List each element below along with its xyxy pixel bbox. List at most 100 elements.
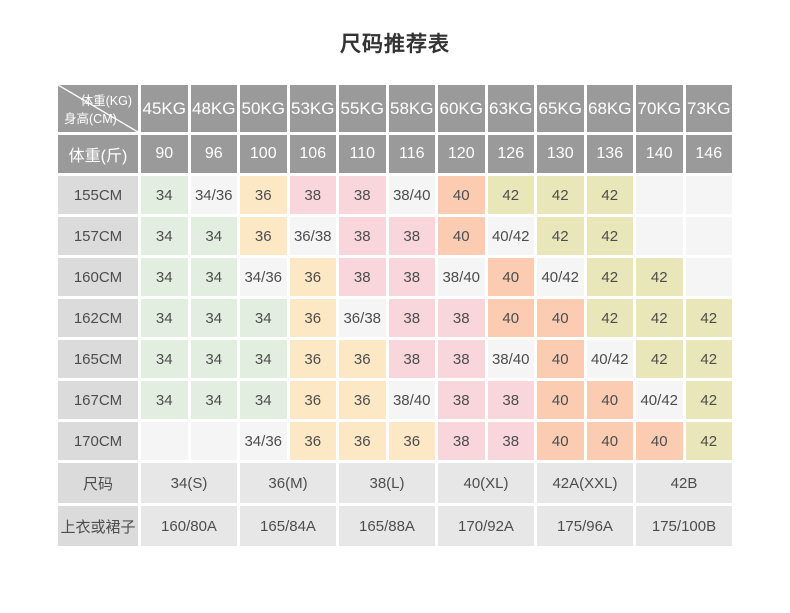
size-value-cell: 36 xyxy=(289,258,336,296)
corner-cell: 体重(KG) 身高(CM) xyxy=(58,85,138,132)
size-value-cell: 34 xyxy=(141,217,188,255)
size-value-cell: 40 xyxy=(438,176,485,214)
size-value-cell: 42 xyxy=(685,381,732,419)
weight-kg-header-cell: 45KG xyxy=(141,85,188,132)
garment-spec-cell: 165/84A xyxy=(240,506,336,546)
weight-jin-value-cell: 126 xyxy=(487,135,534,173)
weight-jin-value-cell: 146 xyxy=(685,135,732,173)
size-value-cell: 38 xyxy=(438,340,485,378)
height-row-165cm: 165CM 34 34 34 36 36 38 38 38/40 40 40/42 42 42 xyxy=(58,340,732,378)
size-value-cell: 34 xyxy=(190,381,237,419)
size-value-cell: 38 xyxy=(487,422,534,460)
size-value-cell: 36 xyxy=(289,340,336,378)
height-label-cell: 155CM xyxy=(58,176,138,214)
weight-jin-value-cell: 100 xyxy=(240,135,287,173)
size-value-cell: 36 xyxy=(289,381,336,419)
weight-kg-header-cell: 55KG xyxy=(339,85,386,132)
size-chart-table: 体重(KG) 身高(CM) 45KG 48KG 50KG 53KG 55KG 58KG 60KG… xyxy=(55,82,735,549)
size-value-cell xyxy=(685,258,732,296)
size-value-cell: 42 xyxy=(636,258,683,296)
size-value-cell: 34 xyxy=(190,340,237,378)
size-value-cell: 34 xyxy=(141,340,188,378)
corner-height-label: 身高(CM) xyxy=(64,112,117,126)
weight-kg-header-cell: 53KG xyxy=(289,85,336,132)
size-value-cell: 42 xyxy=(636,340,683,378)
size-value-cell: 34 xyxy=(141,176,188,214)
weight-kg-header-row: 体重(KG) 身高(CM) 45KG 48KG 50KG 53KG 55KG 58KG 60KG… xyxy=(58,85,732,132)
page-title: 尺码推荐表 xyxy=(340,33,450,56)
size-value-cell xyxy=(190,422,237,460)
size-value-cell: 38 xyxy=(487,381,534,419)
size-value-cell xyxy=(636,217,683,255)
size-value-cell: 42 xyxy=(487,176,534,214)
garment-spec-row: 上衣或裙子 160/80A 165/84A 165/88A 170/92A 175/96A… xyxy=(58,506,732,546)
size-value-cell: 38 xyxy=(438,381,485,419)
size-value-cell: 40 xyxy=(438,217,485,255)
weight-jin-value-cell: 120 xyxy=(438,135,485,173)
size-value-cell xyxy=(636,176,683,214)
size-code-cell: 34(S) xyxy=(141,463,237,503)
height-label-cell: 167CM xyxy=(58,381,138,419)
size-value-cell: 40/42 xyxy=(586,340,633,378)
weight-jin-value-cell: 136 xyxy=(586,135,633,173)
weight-jin-value-cell: 140 xyxy=(636,135,683,173)
weight-kg-header-cell: 73KG xyxy=(685,85,732,132)
size-value-cell: 42 xyxy=(636,299,683,337)
weight-jin-value-cell: 116 xyxy=(388,135,435,173)
garment-spec-cell: 170/92A xyxy=(438,506,534,546)
height-row-155cm: 155CM 34 34/36 36 38 38 38/40 40 42 42 42 xyxy=(58,176,732,214)
page: 尺码推荐表 体重(KG) 身高(CM) 45KG 48KG 50KG 53KG 55KG 58… xyxy=(0,28,790,549)
weight-jin-value-cell: 130 xyxy=(537,135,584,173)
size-value-cell: 36/38 xyxy=(289,217,336,255)
size-value-cell: 40/42 xyxy=(537,258,584,296)
size-value-cell: 38 xyxy=(339,176,386,214)
size-value-cell: 34/36 xyxy=(240,258,287,296)
size-value-cell: 38 xyxy=(388,340,435,378)
height-label-cell: 165CM xyxy=(58,340,138,378)
weight-kg-header-cell: 70KG xyxy=(636,85,683,132)
size-value-cell: 40/42 xyxy=(487,217,534,255)
size-value-cell xyxy=(685,217,732,255)
size-value-cell: 40 xyxy=(537,299,584,337)
size-value-cell: 38 xyxy=(289,176,336,214)
size-value-cell: 34 xyxy=(240,299,287,337)
size-value-cell: 38 xyxy=(388,258,435,296)
weight-kg-header-cell: 60KG xyxy=(438,85,485,132)
size-value-cell: 40/42 xyxy=(636,381,683,419)
size-code-label-cell: 尺码 xyxy=(58,463,138,503)
weight-kg-header-cell: 48KG xyxy=(190,85,237,132)
size-value-cell: 40 xyxy=(487,258,534,296)
size-value-cell: 34 xyxy=(190,258,237,296)
size-value-cell: 40 xyxy=(537,381,584,419)
size-code-cell: 38(L) xyxy=(339,463,435,503)
size-value-cell xyxy=(141,422,188,460)
size-value-cell: 42 xyxy=(685,422,732,460)
height-row-160cm: 160CM 34 34 34/36 36 38 38 38/40 40 40/42 42 42 xyxy=(58,258,732,296)
weight-kg-header-cell: 58KG xyxy=(388,85,435,132)
weight-kg-header-cell: 68KG xyxy=(586,85,633,132)
size-value-cell: 36 xyxy=(289,422,336,460)
height-row-167cm: 167CM 34 34 34 36 36 38/40 38 38 40 40 40/42 42 xyxy=(58,381,732,419)
size-value-cell: 42 xyxy=(586,176,633,214)
size-value-cell: 38/40 xyxy=(388,381,435,419)
size-value-cell: 34/36 xyxy=(190,176,237,214)
size-value-cell: 36 xyxy=(289,299,336,337)
size-value-cell: 38 xyxy=(339,258,386,296)
size-value-cell: 36 xyxy=(240,217,287,255)
weight-jin-row: 体重(斤) 90 96 100 106 110 116 120 126 130 136 140 146 xyxy=(58,135,732,173)
weight-kg-header-cell: 63KG xyxy=(487,85,534,132)
size-value-cell xyxy=(685,176,732,214)
size-value-cell: 36 xyxy=(339,340,386,378)
weight-kg-header-cell: 50KG xyxy=(240,85,287,132)
size-value-cell: 42 xyxy=(586,217,633,255)
size-value-cell: 42 xyxy=(685,299,732,337)
size-value-cell: 42 xyxy=(685,340,732,378)
size-code-row: 尺码 34(S) 36(M) 38(L) 40(XL) 42A(XXL) 42B xyxy=(58,463,732,503)
size-code-cell: 36(M) xyxy=(240,463,336,503)
height-row-170cm: 170CM 34/36 36 36 36 38 38 40 40 40 42 xyxy=(58,422,732,460)
size-value-cell: 38 xyxy=(438,299,485,337)
garment-spec-cell: 165/88A xyxy=(339,506,435,546)
size-value-cell: 34 xyxy=(141,381,188,419)
size-value-cell: 42 xyxy=(586,299,633,337)
size-value-cell: 36 xyxy=(339,422,386,460)
